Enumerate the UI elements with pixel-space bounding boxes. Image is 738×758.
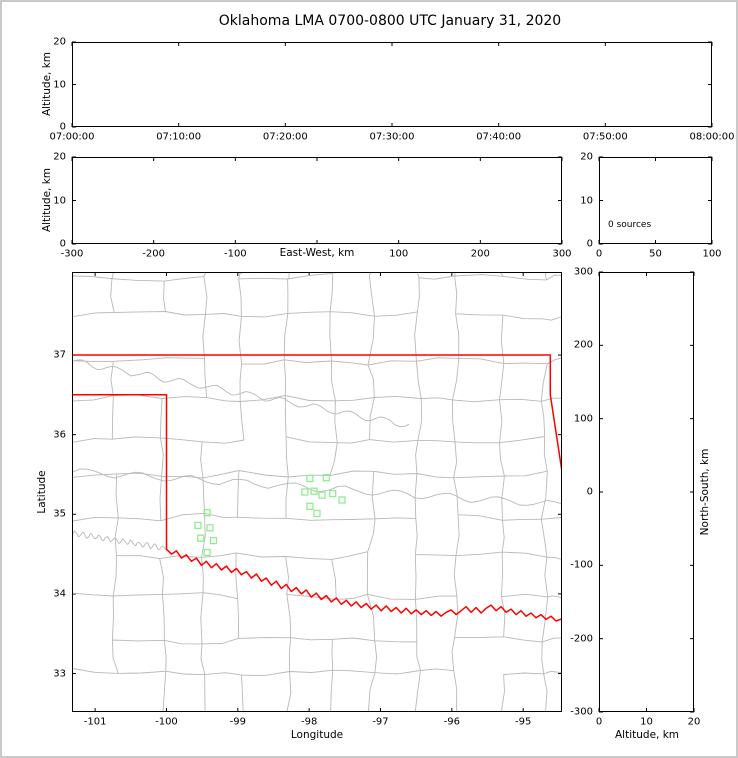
lma-station-marker [197, 534, 205, 542]
ns-tick-label: 200 [573, 339, 593, 351]
altitude-tick-label: 20 [687, 716, 701, 728]
time-tick-label: 07:30:00 [369, 131, 415, 143]
lma-station-marker [203, 548, 211, 557]
river-county-line [73, 530, 167, 551]
lma-station-marker [301, 488, 309, 496]
ew-tick-label: 100 [389, 248, 409, 260]
time-tick-label: 07:00:00 [49, 131, 95, 143]
ns-tick-label: -100 [570, 559, 593, 571]
ns-tick-label: 0 [586, 486, 593, 498]
altitude-tick-label: 20 [53, 151, 66, 163]
altitude-tick-label: 10 [53, 195, 66, 206]
source-count-annotation: 0 sources [608, 220, 652, 230]
ns-tick-label: -200 [570, 633, 593, 645]
river-county-line [73, 468, 561, 506]
ns-tick-label: 300 [573, 266, 593, 278]
ew-tick-label: 200 [470, 248, 490, 260]
time-tick-label: 07:40:00 [476, 131, 522, 143]
latitude-axis-label: Latitude [36, 470, 48, 514]
altitude-tick-label: 20 [580, 151, 593, 163]
longitude-axis-label: Longitude [290, 729, 344, 741]
count-tick-label: 100 [702, 248, 722, 260]
ew-tick-label: -100 [223, 248, 247, 260]
lma-station-marker [313, 509, 321, 518]
longitude-tick-label: -97 [372, 716, 389, 728]
lma-station-marker [206, 524, 214, 532]
state-border [73, 354, 561, 470]
longitude-tick-label: -100 [155, 716, 178, 728]
lma-station-marker [203, 509, 211, 517]
lma-station-marker [306, 502, 314, 510]
longitude-tick-label: -98 [300, 716, 318, 728]
altitude-tick-label: 0 [59, 121, 66, 133]
time-tick-label: 07:20:00 [262, 131, 308, 143]
ns-tick-label: -300 [570, 706, 593, 718]
ns-tick-label: 100 [573, 413, 593, 425]
latitude-tick-label: 35 [53, 508, 66, 520]
northsouth-altitude-panel [599, 272, 694, 712]
altitude-tick-label: 0 [595, 716, 603, 728]
longitude-tick-label: -96 [443, 716, 460, 728]
lma-station-marker [209, 536, 218, 545]
river-county-line [73, 359, 410, 428]
altitude-histogram-panel: 0 sources [599, 157, 712, 244]
time-tick-label: 07:10:00 [156, 131, 202, 143]
altitude-tick-label: 10 [580, 195, 593, 206]
lma-station-marker [338, 496, 346, 504]
count-tick-label: 0 [595, 248, 603, 260]
altitude-tick-label: 10 [640, 716, 653, 728]
altitude-axis-label-ew: Altitude, km [41, 167, 53, 233]
altitude-tick-label: 0 [586, 238, 593, 250]
latitude-tick-label: 37 [53, 349, 66, 361]
altitude-axis-label-time: Altitude, km [41, 51, 53, 117]
altitude-tick-label: 0 [59, 238, 66, 250]
ew-tick-label: 300 [552, 248, 572, 260]
eastwest-altitude-panel [72, 157, 562, 244]
latitude-tick-label: 34 [53, 588, 66, 600]
ew-tick-label: -200 [142, 248, 166, 260]
lma-station-marker [306, 474, 314, 483]
northsouth-axis-label: North-South, km [699, 448, 711, 536]
state-border [73, 394, 561, 622]
lma-station-marker [194, 521, 202, 530]
eastwest-axis-label: East-West, km [279, 247, 355, 259]
longitude-tick-label: -101 [83, 716, 107, 728]
count-tick-label: 50 [649, 248, 662, 260]
latitude-tick-label: 33 [53, 668, 66, 680]
time-tick-label: 08:00:00 [689, 131, 735, 143]
lma-station-marker [329, 489, 337, 498]
time-altitude-panel [72, 42, 712, 127]
longitude-tick-label: -99 [229, 716, 246, 728]
time-tick-label: 07:50:00 [582, 131, 628, 143]
lma-station-marker [322, 474, 330, 482]
latitude-tick-label: 36 [53, 429, 66, 441]
altitude-tick-label: 10 [53, 79, 66, 90]
figure-title: Oklahoma LMA 0700-0800 UTC January 31, 2… [218, 13, 562, 29]
ew-tick-label: -300 [60, 248, 84, 260]
oklahoma-map [73, 273, 561, 711]
county-boundaries [73, 273, 561, 711]
altitude-tick-label: 20 [53, 36, 66, 48]
map-panel [72, 272, 562, 712]
altitude-axis-label-ns: Altitude, km [614, 729, 680, 741]
longitude-tick-label: -95 [515, 716, 532, 728]
lma-station-marker [318, 491, 326, 499]
lma-station-marker [310, 487, 318, 495]
